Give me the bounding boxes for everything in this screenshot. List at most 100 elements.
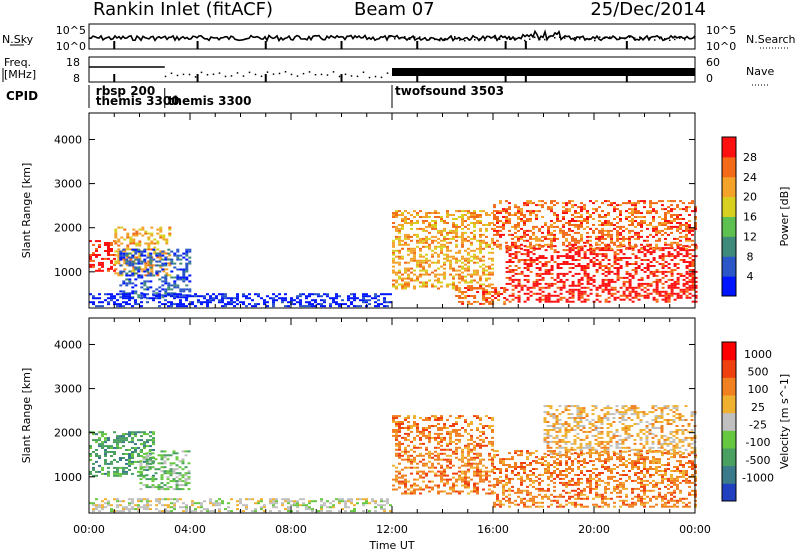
power-cell [559,227,562,230]
power-cell [496,245,499,248]
power-cell [580,235,583,238]
velocity-cell [482,438,485,441]
velocity-cell [142,458,146,461]
power-cell [138,228,142,231]
power-cell [494,293,498,295]
power-cell [577,290,581,293]
velocity-cell [520,454,523,457]
velocity-cell [89,447,92,449]
power-cell [380,293,383,296]
velocity-cell [172,450,176,453]
power-cell [586,216,589,218]
velocity-cell [461,415,464,418]
power-cell [164,292,168,295]
power-cell [158,293,161,296]
power-cell [461,245,464,248]
velocity-cell [407,492,410,495]
power-cell [523,233,526,236]
power-cell [580,292,584,295]
velocity-cell [491,470,494,473]
power-cell [164,280,168,283]
velocity-cell [428,454,431,457]
power-cell [164,299,167,302]
power-cell [419,261,422,264]
velocity-cell [458,470,461,473]
velocity-cell [419,417,422,419]
velocity-cell [467,458,470,461]
power-cell [514,212,517,214]
velocity-cell [428,486,431,489]
velocity-cell [98,437,101,440]
velocity-cell [215,502,218,505]
velocity-cell [398,415,401,418]
power-cell [470,237,473,240]
power-cell [144,274,148,277]
power-cell [410,267,413,270]
power-cell [574,288,578,291]
power-cell [520,286,524,289]
power-cell [667,200,670,203]
power-cell [652,296,656,299]
power-cell [541,206,544,209]
power-cell [138,240,142,243]
velocity-cell [287,502,290,505]
power-colorbar-tick-4: 20 [743,191,757,204]
power-cell [131,262,135,265]
power-cell [685,296,689,299]
velocity-cell [149,462,152,465]
power-cell [416,265,419,268]
velocity-cell [184,466,188,469]
power-cell [494,289,498,291]
velocity-cell [508,466,511,468]
power-cell [550,269,554,271]
velocity-cell [395,429,398,431]
power-cell [613,206,616,209]
power-cell [404,267,407,270]
velocity-cell [449,415,452,418]
power-cell [168,234,172,237]
power-cell [141,270,145,273]
velocity-cell [401,474,404,477]
power-cell [425,214,428,216]
power-cell [523,284,527,287]
power-cell [392,253,395,256]
velocity-cell [532,503,535,506]
velocity-cell [547,464,550,466]
nave-dot [200,71,203,74]
velocity-cell [568,456,571,459]
velocity-cell [476,488,479,491]
velocity-cell [170,510,173,513]
velocity-cell [187,450,191,453]
power-cell [452,285,455,288]
velocity-cell [431,452,434,455]
power-cell [125,303,128,306]
power-cell [470,243,473,246]
power-cell [640,269,644,271]
power-cell [661,257,665,259]
power-cell [616,233,619,236]
power-cell [679,290,683,293]
velocity-cell [574,458,577,461]
power-cell [488,267,491,270]
power-cell [221,295,224,298]
noise-search-dot [639,36,641,38]
velocity-cell [98,504,101,507]
power-cell [488,222,491,224]
velocity-cell [137,460,140,463]
power-cell [691,202,694,205]
power-cell [146,280,150,283]
power-cell [482,255,485,258]
power-cell [476,271,479,274]
power-cell [610,239,613,242]
power-cell [661,247,665,250]
velocity-cell [178,474,182,477]
velocity-cell [449,466,452,469]
power-cell [580,239,583,242]
velocity-cell [113,472,116,475]
velocity-cell [167,504,170,507]
power-cell [598,261,602,263]
power-cell [419,253,422,256]
noise-search-dot [674,38,676,41]
power-cell [493,206,496,209]
velocity-cell [245,506,248,509]
